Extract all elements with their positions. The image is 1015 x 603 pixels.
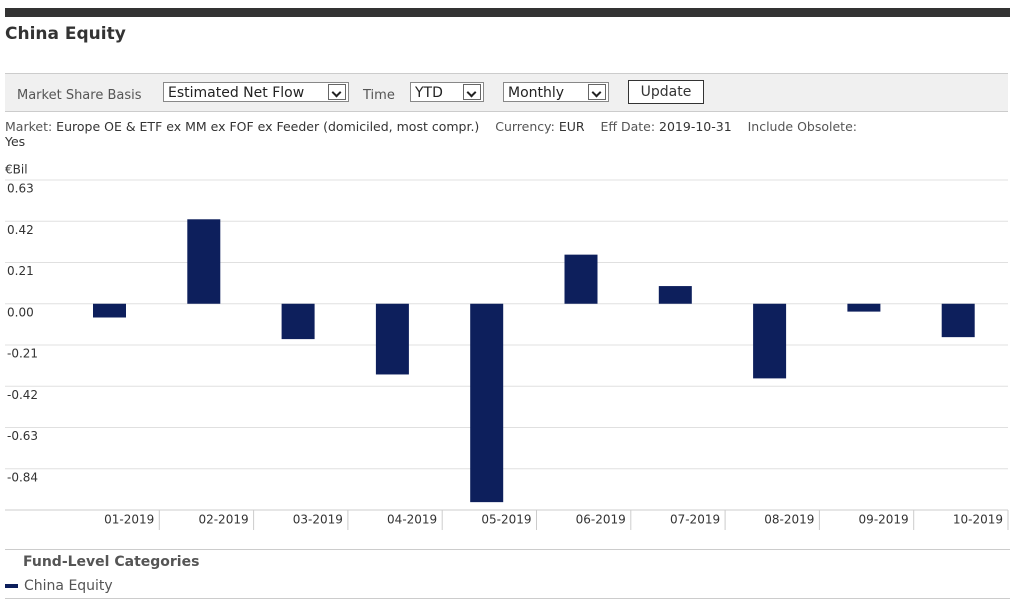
y-tick-label: 0.21 <box>7 264 34 278</box>
x-tick-label: 04-2019 <box>387 513 437 527</box>
select-value: YTD <box>415 85 443 101</box>
label: Market Share Basis <box>17 88 142 103</box>
info-value: 2019-10-31 <box>659 119 732 134</box>
bar <box>470 303 504 503</box>
info-label: Eff Date: <box>600 119 656 134</box>
dropdown-arrow <box>588 84 606 100</box>
y-tick-label: -0.42 <box>7 388 38 402</box>
y-tick-label: -0.21 <box>7 347 38 361</box>
x-tick-label: 09-2019 <box>859 513 909 527</box>
y-tick-label: -0.63 <box>7 429 38 443</box>
bar <box>847 303 881 312</box>
legend-title: Fund-Level Categories <box>23 554 200 570</box>
y-axis-unit: €Bil <box>5 163 28 177</box>
x-tick-label: 06-2019 <box>576 513 626 527</box>
frequency-select[interactable]: Monthly <box>503 82 609 102</box>
x-tick-label: 05-2019 <box>481 513 531 527</box>
update-button[interactable]: Update <box>628 80 704 104</box>
legend-label: China Equity <box>24 578 113 594</box>
bar <box>93 303 126 318</box>
label: Time <box>363 88 395 103</box>
legend-item: China Equity <box>5 578 113 594</box>
info-label: Currency: <box>495 119 555 134</box>
top-bar <box>5 8 1010 17</box>
x-tick-label: 01-2019 <box>104 513 154 527</box>
info-value: Yes <box>5 134 26 149</box>
divider <box>5 598 1010 599</box>
info-label: Market: <box>5 119 53 134</box>
x-tick-label: 07-2019 <box>670 513 720 527</box>
bar <box>941 303 975 338</box>
dropdown-arrow <box>328 84 346 100</box>
bar <box>564 254 598 304</box>
time-select[interactable]: YTD <box>410 82 484 102</box>
page-title: China Equity <box>5 24 126 44</box>
x-tick-label: 10-2019 <box>953 513 1003 527</box>
divider <box>5 549 1010 550</box>
select-value: Estimated Net Flow <box>168 85 305 101</box>
controls-bar: Market Share Basis Estimated Net Flow Ti… <box>5 73 1008 112</box>
info-value: EUR <box>558 119 585 134</box>
y-tick-label: 0.00 <box>7 305 34 319</box>
x-tick-label: 08-2019 <box>764 513 814 527</box>
x-tick-label: 03-2019 <box>293 513 343 527</box>
y-tick-label: 0.42 <box>7 223 34 237</box>
basis-select[interactable]: Estimated Net Flow <box>163 82 349 102</box>
y-tick-label: 0.63 <box>7 182 34 196</box>
info-label: Include Obsolete: <box>747 119 857 134</box>
select-value: Monthly <box>508 85 565 101</box>
bar <box>281 303 315 340</box>
y-tick-label: -0.84 <box>7 470 38 484</box>
info-value: Europe OE & ETF ex MM ex FOF ex Feeder (… <box>56 119 480 134</box>
bar <box>375 303 409 375</box>
x-tick-label: 02-2019 <box>198 513 248 527</box>
bar <box>753 303 787 379</box>
info-line: Market: Europe OE & ETF ex MM ex FOF ex … <box>5 119 857 149</box>
chart: €Bil 0.63 0.42 0.21 0.00 -0.21 -0.42 -0.63 -0.8… <box>5 163 1009 530</box>
legend-swatch <box>5 584 18 588</box>
bar <box>187 219 221 304</box>
dropdown-arrow <box>463 84 481 100</box>
bar <box>658 286 692 304</box>
